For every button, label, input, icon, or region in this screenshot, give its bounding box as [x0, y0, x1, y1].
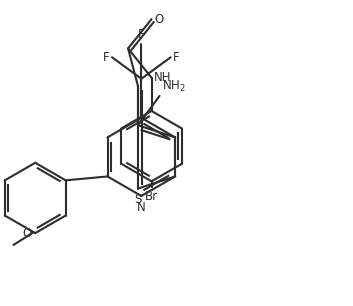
Text: N: N: [137, 201, 146, 214]
Text: F: F: [173, 51, 180, 64]
Text: O: O: [154, 13, 163, 26]
Text: O: O: [23, 226, 32, 240]
Text: F: F: [138, 28, 145, 41]
Text: Br: Br: [145, 190, 158, 203]
Text: NH$_2$: NH$_2$: [162, 79, 186, 94]
Text: F: F: [103, 51, 109, 64]
Text: NH: NH: [154, 71, 172, 84]
Text: S: S: [134, 193, 142, 206]
